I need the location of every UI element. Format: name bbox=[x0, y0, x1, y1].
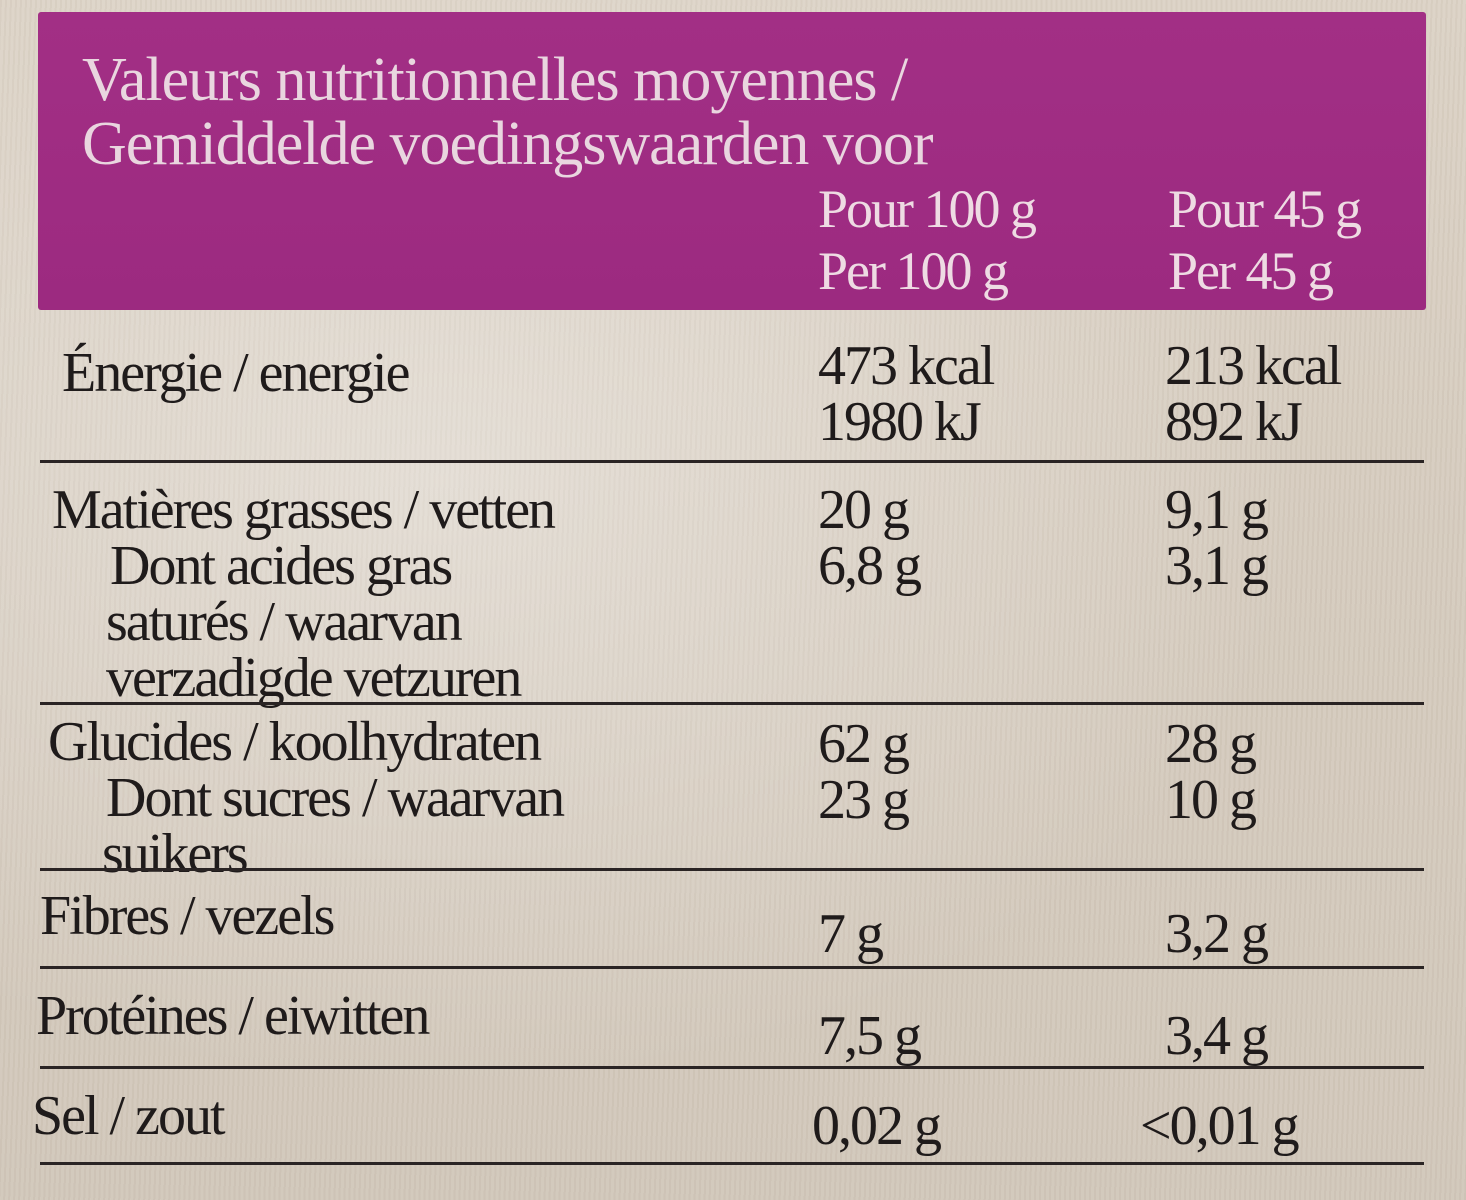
table-title: Valeurs nutritionnelles moyennes / Gemid… bbox=[82, 48, 1382, 176]
row-divider bbox=[40, 966, 1424, 969]
row-label-protein: Protéines / eiwitten bbox=[36, 985, 430, 1047]
saturated-fat-per-45g: 3,1 g bbox=[1165, 535, 1269, 597]
saturated-fat-per-100g: 6,8 g bbox=[818, 535, 922, 597]
protein-per-100g: 7,5 g bbox=[818, 1005, 922, 1067]
energy-per-100g: 473 kcal 1980 kJ bbox=[818, 335, 995, 453]
row-divider bbox=[40, 1066, 1424, 1069]
row-label-saturated-fat: Dont acides gras bbox=[110, 535, 453, 597]
fat-per-100g: 20 g 6,8 g bbox=[818, 479, 922, 597]
row-label-energy: Énergie / energie bbox=[62, 342, 410, 404]
header-band bbox=[38, 12, 1426, 310]
energy-per-45g: 213 kcal 892 kJ bbox=[1165, 335, 1342, 453]
row-label-salt: Sel / zout bbox=[32, 1085, 226, 1147]
fibre-per-100g: 7 g bbox=[818, 903, 884, 965]
fat-per-45g: 9,1 g 3,1 g bbox=[1165, 479, 1269, 597]
carbohydrates-per-45g: 28 g 10 g bbox=[1165, 713, 1257, 831]
protein-per-45g: 3,4 g bbox=[1165, 1005, 1269, 1067]
fibre-per-45g: 3,2 g bbox=[1165, 903, 1269, 965]
row-divider bbox=[40, 1162, 1424, 1165]
salt-per-45g: <0,01 g bbox=[1140, 1095, 1300, 1157]
row-label-carbohydrates: Glucides / koolhydraten Dont sucres / wa… bbox=[48, 711, 565, 885]
title-line-dutch: Gemiddelde voedingswaarden voor bbox=[82, 110, 934, 178]
column-header-per-45g: Pour 45 g Per 45 g bbox=[1168, 179, 1362, 301]
column-header-per-100g: Pour 100 g Per 100 g bbox=[818, 179, 1037, 301]
row-divider bbox=[40, 868, 1424, 871]
row-label-fat: Matières grasses / vetten Dont acides gr… bbox=[52, 479, 556, 709]
carbohydrates-per-100g: 62 g 23 g bbox=[818, 713, 910, 831]
salt-per-100g: 0,02 g bbox=[812, 1095, 942, 1157]
sugars-per-45g: 10 g bbox=[1165, 769, 1257, 831]
row-divider bbox=[40, 460, 1424, 463]
row-divider bbox=[40, 702, 1424, 705]
sugars-per-100g: 23 g bbox=[818, 769, 910, 831]
row-label-sugars: Dont sucres / waarvan bbox=[106, 767, 565, 829]
row-label-fibre: Fibres / vezels bbox=[40, 885, 335, 947]
title-line-french: Valeurs nutritionnelles moyennes / bbox=[82, 46, 908, 114]
